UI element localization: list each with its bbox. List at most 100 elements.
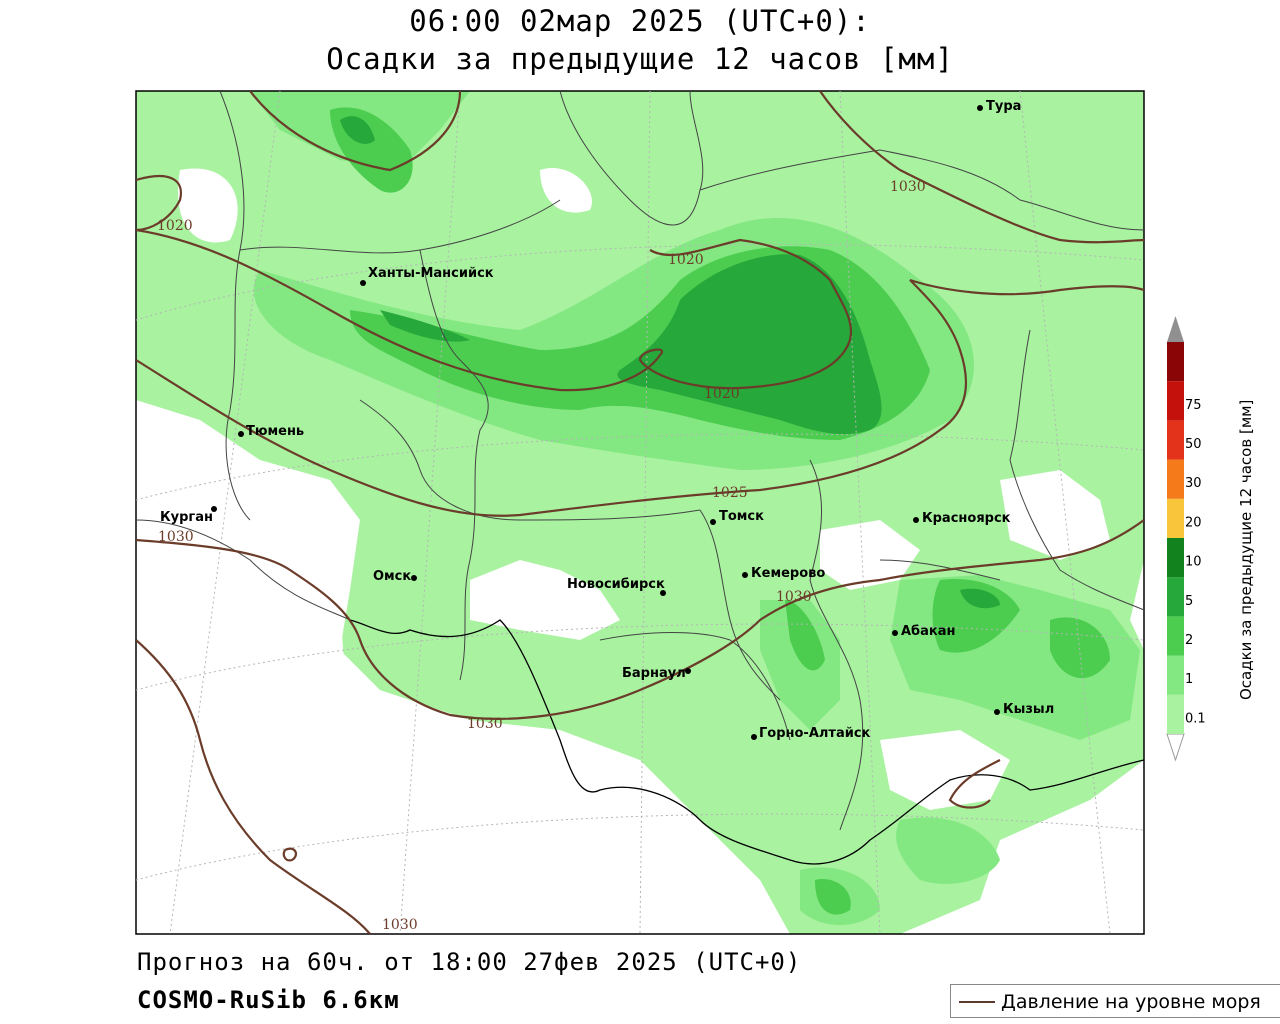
colorbar-over-arrow [1167, 316, 1184, 342]
colorbar-tick-label: 5 [1185, 594, 1193, 609]
isobar-label: 1030 [890, 179, 926, 195]
colorbar-tick-label: 1 [1185, 672, 1193, 687]
isobar-label: 1030 [382, 917, 418, 933]
svg-text:Курган: Курган [160, 510, 213, 525]
colorbar-tick-label: 0.1 [1185, 711, 1206, 726]
colorbar-segment [1167, 498, 1184, 538]
colorbar-segment [1167, 538, 1184, 578]
isobar-1030-south [136, 639, 371, 934]
svg-text:Горно-Алтайск: Горно-Алтайск [759, 726, 871, 741]
region-borders [136, 91, 1144, 831]
svg-text:Ханты-Мансийск: Ханты-Мансийск [368, 266, 494, 281]
city-omsk: Омск [373, 569, 417, 584]
isobar-label: 1030 [467, 716, 503, 732]
city-gorno-altaysk: Горно-Алтайск [751, 726, 871, 741]
colorbar-tick-label: 75 [1185, 398, 1202, 413]
city-krasnoyarsk: Красноярск [913, 511, 1011, 526]
model-name: COSMO-RuSib 6.6км [137, 986, 400, 1014]
precip-area-strong-se2 [1050, 617, 1110, 679]
city-kyzyl: Кызыл [994, 702, 1054, 717]
city-khanty-mansiysk: Ханты-Мансийск [360, 266, 494, 286]
colorbar-tick-label: 30 [1185, 476, 1202, 491]
city-markers: Тура Ханты-Мансийск Тюмень Курган Омск Н… [160, 99, 1054, 741]
colorbar-tick-label: 50 [1185, 437, 1202, 452]
isobar-label: 1030 [158, 529, 194, 545]
city-abakan: Абакан [892, 624, 956, 639]
precip-area-strong-s [815, 879, 851, 915]
precip-area-medium-s [896, 817, 1000, 884]
isobars [136, 91, 1144, 934]
isobar-label: 1025 [712, 485, 748, 501]
dry-gap-2 [136, 440, 345, 934]
isobar-label: 1020 [704, 386, 740, 402]
svg-text:Кызыл: Кызыл [1003, 702, 1054, 717]
isobar-label: 1020 [668, 252, 704, 268]
svg-text:Барнаул: Барнаул [622, 666, 686, 681]
colorbar-tick-label: 20 [1185, 515, 1202, 530]
dry-gap-5 [230, 720, 790, 934]
svg-text:Абакан: Абакан [901, 624, 956, 639]
map-title-variable: Осадки за предыдущие 12 часов [мм] [326, 42, 954, 76]
map-title-time: 06:00 02мар 2025 (UTC+0): [409, 4, 871, 38]
city-kurgan: Курган [160, 506, 217, 525]
isobar-legend: Давление на уровне моря [950, 984, 1280, 1018]
colorbar-segment [1167, 694, 1184, 734]
isobar-legend-swatch [959, 1001, 995, 1003]
forecast-info: Прогноз на 60ч. от 18:00 27фев 2025 (UTC… [137, 948, 802, 976]
dry-gap-1 [178, 168, 238, 243]
isobar-legend-label: Давление на уровне моря [1001, 991, 1261, 1013]
isobar-1030-north [819, 91, 1144, 244]
city-kemerovo: Кемерово [742, 566, 825, 581]
isobar-small-loop [282, 847, 298, 862]
svg-text:Кемерово: Кемерово [751, 566, 825, 581]
dry-gap-7 [880, 730, 1010, 810]
city-tyumen: Тюмень [238, 424, 304, 439]
precip-area-heavy-nw [340, 116, 375, 144]
dry-gap-3 [470, 560, 620, 640]
city-tura: Тура [977, 99, 1021, 114]
isobar-1030-east [948, 759, 1001, 809]
dry-gap-8 [540, 168, 592, 213]
precip-area-heavy-band [380, 310, 470, 342]
precip-area-heavy [617, 254, 882, 435]
svg-text:Новосибирск: Новосибирск [567, 577, 665, 592]
colorbar-segment [1167, 459, 1184, 499]
colorbar-segment [1167, 655, 1184, 695]
isobar-1020-north [249, 91, 462, 172]
map-frame [135, 90, 1145, 935]
city-barnaul: Барнаул [622, 666, 691, 681]
precipitation-colorbar: 0.1 1 2 5 10 20 30 50 75 [1166, 316, 1206, 762]
colorbar-segment [1167, 616, 1184, 656]
colorbar-under-arrow [1166, 733, 1185, 762]
colorbar-tick-label: 2 [1185, 633, 1193, 648]
colorbar-segment [1167, 420, 1184, 460]
svg-text:Омск: Омск [373, 569, 411, 584]
city-tomsk: Томск [710, 509, 764, 525]
precip-area-strong-kuz [785, 600, 825, 671]
isobar-labels: 1020 1020 1020 1025 1030 1030 1030 1030 … [157, 179, 926, 933]
isobar-label: 1020 [157, 218, 193, 234]
dry-gap-4 [820, 520, 920, 590]
svg-text:Красноярск: Красноярск [922, 511, 1011, 526]
precip-area-medium-kuz [760, 600, 840, 730]
colorbar-segment [1167, 577, 1184, 617]
precip-area-heavy-se [960, 588, 1000, 609]
precip-area-strong-se [932, 579, 1020, 653]
colorbar-tick-label: 10 [1185, 555, 1202, 570]
precipitation-field [136, 91, 1144, 934]
country-border [349, 619, 1144, 865]
dry-gap-6 [1000, 470, 1110, 560]
colorbar-title: Осадки за предыдущие 12 часов [мм] [1237, 400, 1255, 700]
isobar-1030-west [136, 519, 1144, 720]
isobar-1020-west [136, 175, 183, 232]
svg-text:Тура: Тура [986, 99, 1021, 114]
city-novosibirsk: Новосибирск [567, 577, 666, 596]
isobar-1020-main [136, 228, 853, 392]
isobar-1025 [136, 278, 1144, 517]
isobar-label: 1030 [776, 589, 812, 605]
svg-text:Томск: Томск [719, 509, 764, 524]
colorbar-segment [1167, 381, 1184, 421]
colorbar-segment [1167, 342, 1184, 382]
svg-text:Тюмень: Тюмень [246, 424, 304, 439]
